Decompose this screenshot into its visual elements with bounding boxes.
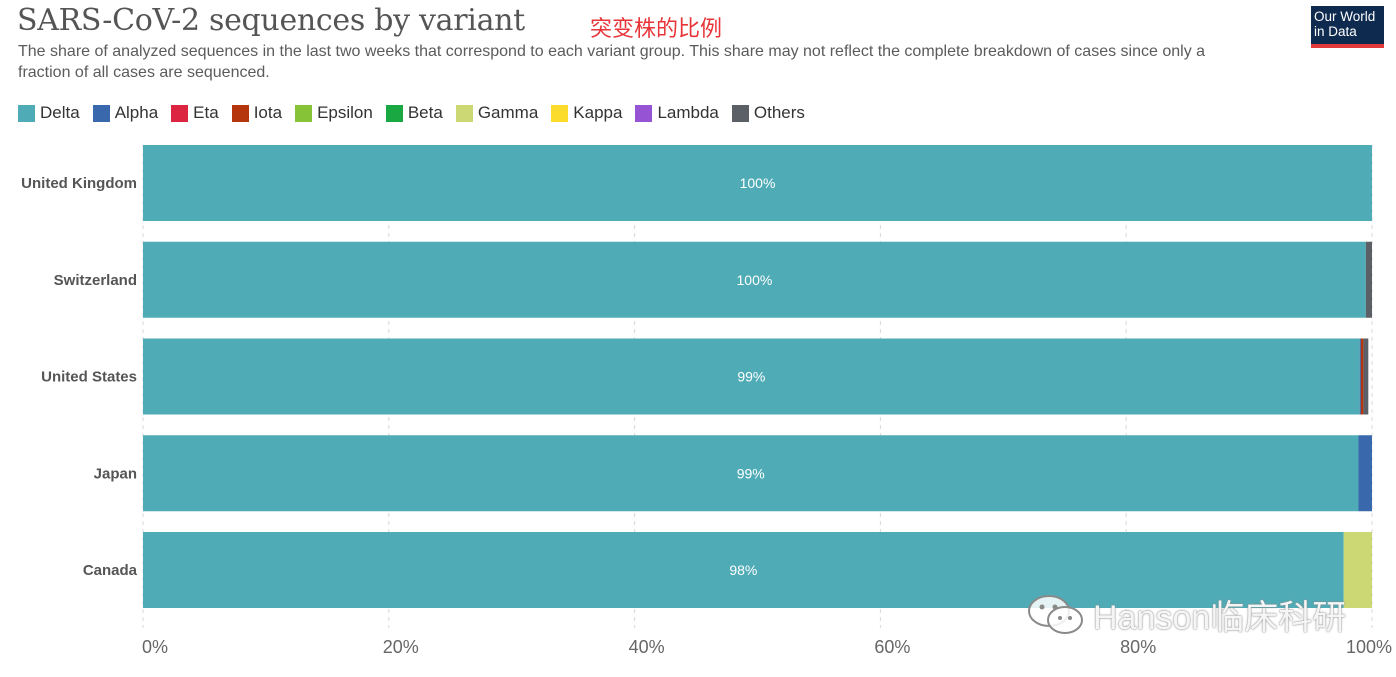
bar-segment-gamma [1343,532,1372,608]
legend-item-alpha[interactable]: Alpha [92,103,159,123]
category-label: Canada [83,562,138,579]
legend-label: Epsilon [317,103,373,122]
category-label: Japan [94,465,137,482]
watermark-text: Hanson临床科研 [1093,599,1347,637]
legend-swatch [18,104,35,122]
owid-logo[interactable]: Our World in Data [1311,6,1384,48]
x-tick-label: 60% [874,637,910,657]
legend-swatch [171,104,189,122]
bar-segment-delta [143,241,1366,318]
bar-segment-delta [143,435,1359,512]
legend-item-beta[interactable]: Beta [385,103,443,123]
bar-segment-others [1365,241,1372,318]
legend-item-epsilon[interactable]: Epsilon [295,103,373,123]
bar-segment-others [1363,338,1369,415]
legend-swatch [385,104,403,122]
category-label: Switzerland [54,272,137,289]
chart-legend: Delta Alpha Eta Iota Epsilon Beta Gamma Kappa La… [18,103,818,123]
bar-segment-alpha [1359,338,1361,415]
category-label: United States [41,369,137,386]
legend-swatch [455,104,473,122]
legend-swatch [92,104,110,122]
logo-line-2: in Data [1314,24,1357,39]
legend-swatch [731,104,749,122]
bar-segment-iota [1360,338,1364,415]
legend-item-gamma[interactable]: Gamma [455,103,539,123]
legend-label: Gamma [477,103,539,122]
legend-label: Delta [40,103,80,122]
category-label: United Kingdom [21,175,137,192]
legend-item-iota[interactable]: Iota [231,103,283,123]
legend-label: Alpha [114,103,159,122]
legend-item-others[interactable]: Others [731,103,805,123]
legend-label: Kappa [573,103,623,122]
bar-segment-delta [143,338,1360,415]
logo-line-1: Our World [1314,9,1376,24]
bar-segment-delta [143,145,1372,221]
bar-segment-delta [143,532,1344,608]
x-tick-label: 0% [142,637,168,657]
wechat-icon [1028,594,1083,634]
bar-value-label: 100% [737,272,773,288]
watermark: Hanson临床科研 [1025,590,1346,639]
chart-subtitle: The share of analyzed sequences in the l… [18,43,1206,81]
legend-swatch [295,104,313,122]
legend-item-delta[interactable]: Delta [18,103,80,123]
legend-label: Beta [407,103,443,122]
legend-item-lambda[interactable]: Lambda [635,103,719,123]
legend-swatch [551,104,569,122]
bar-value-label: 98% [729,562,757,578]
bar-value-label: 100% [740,175,776,191]
legend-label: Iota [253,103,283,122]
legend-label: Eta [193,103,219,122]
bar-value-label: 99% [737,369,765,385]
x-tick-label: 100% [1346,637,1392,657]
x-tick-label: 80% [1120,637,1156,657]
x-tick-label: 20% [383,637,419,657]
bar-value-label: 99% [737,465,765,481]
legend-item-eta[interactable]: Eta [171,103,219,123]
legend-item-kappa[interactable]: Kappa [551,103,622,123]
bar-segment-alpha [1358,435,1372,512]
chart-annotation: 突变株的比例 [590,17,723,42]
legend-label: Lambda [657,103,719,122]
legend-label: Others [753,103,805,122]
x-tick-label: 40% [629,637,665,657]
legend-swatch [635,104,653,122]
chart-title: SARS-CoV-2 sequences by variant [17,3,525,38]
legend-swatch [231,104,249,122]
